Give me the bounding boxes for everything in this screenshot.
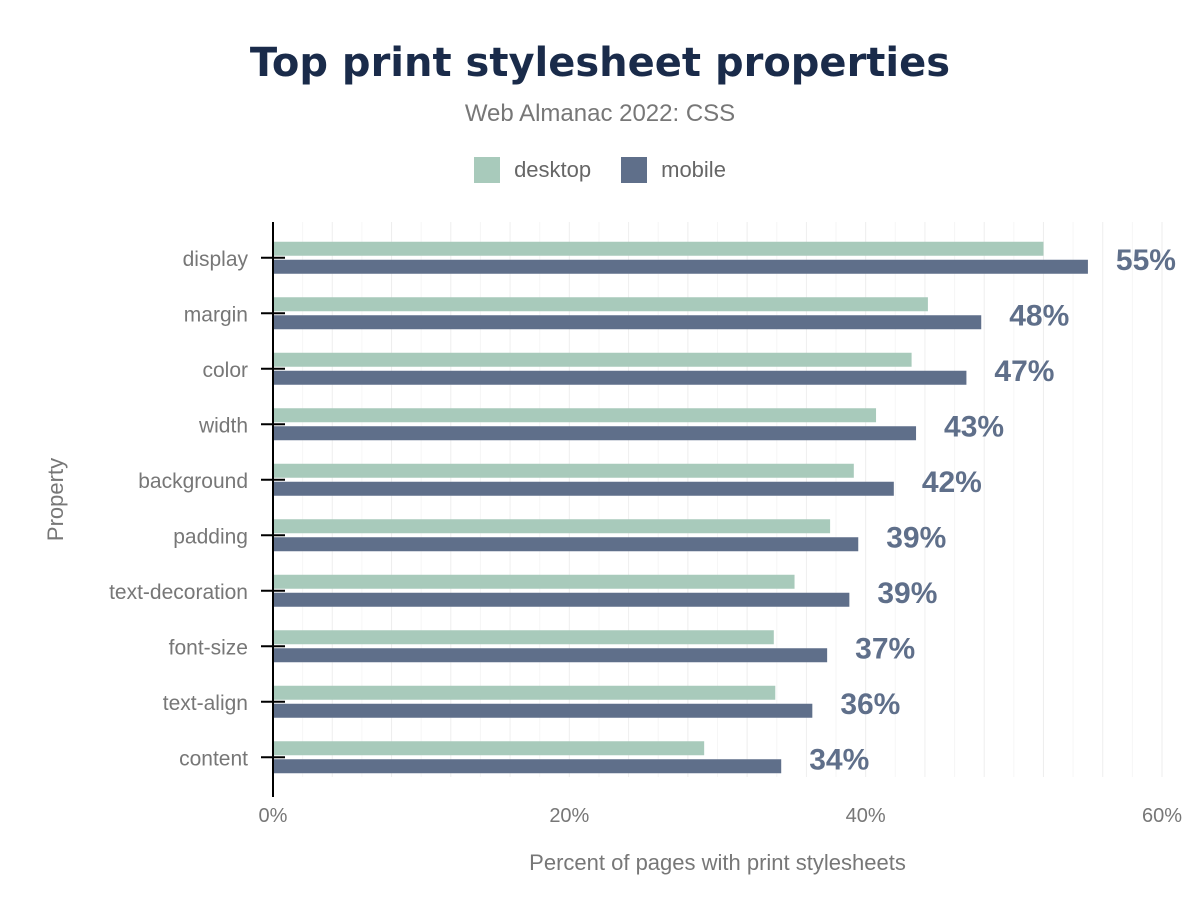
- bar-desktop: [273, 352, 912, 367]
- y-tick-label: content: [179, 747, 248, 770]
- bar-mobile: [273, 370, 967, 385]
- y-tick-label: background: [138, 470, 248, 493]
- legend-label-desktop: desktop: [514, 157, 592, 182]
- chart-title: Top print stylesheet properties: [249, 40, 951, 86]
- x-tick-label: 20%: [549, 805, 589, 827]
- y-tick-label: text-align: [163, 692, 248, 715]
- bar-mobile: [273, 759, 782, 774]
- y-tick-label: color: [202, 359, 248, 382]
- y-tick-label: margin: [184, 303, 248, 326]
- x-tick-label: 60%: [1142, 805, 1182, 827]
- legend-swatch-desktop: [474, 157, 501, 183]
- bar-mobile: [273, 315, 982, 330]
- bar-mobile: [273, 537, 859, 552]
- y-tick-label: display: [183, 248, 249, 271]
- legend-swatch-mobile: [621, 157, 648, 183]
- legend: desktop mobile: [0, 157, 1200, 183]
- bar-desktop: [273, 741, 705, 756]
- data-label: 36%: [840, 688, 900, 721]
- bar-desktop: [273, 630, 774, 645]
- bar-mobile: [273, 592, 850, 607]
- x-tick-label: 0%: [259, 805, 288, 827]
- y-tick-label: width: [198, 414, 248, 437]
- bar-desktop: [273, 297, 928, 312]
- bar-mobile: [273, 426, 917, 441]
- data-label: 39%: [877, 577, 937, 610]
- y-axis-label: Property: [43, 458, 68, 541]
- chart-subtitle: Web Almanac 2022: CSS: [464, 100, 736, 127]
- bar-desktop: [273, 408, 877, 423]
- y-tick-label: text-decoration: [109, 581, 248, 604]
- data-label: 42%: [922, 466, 982, 499]
- x-tick-label: 40%: [846, 805, 886, 827]
- data-label: 47%: [994, 355, 1054, 388]
- data-label: 55%: [1116, 244, 1176, 277]
- x-axis-label: Percent of pages with print stylesheets: [529, 850, 906, 875]
- data-label: 43%: [944, 410, 1004, 443]
- bar-desktop: [273, 463, 854, 478]
- data-label: 34%: [809, 743, 869, 776]
- legend-item-mobile[interactable]: mobile: [621, 157, 726, 183]
- legend-label-mobile: mobile: [661, 157, 726, 182]
- bar-mobile: [273, 648, 828, 663]
- data-label: 37%: [855, 632, 915, 665]
- bar-mobile: [273, 703, 813, 718]
- data-label: 39%: [886, 521, 946, 554]
- bar-desktop: [273, 685, 776, 700]
- bar-mobile: [273, 259, 1088, 274]
- bar-desktop: [273, 519, 831, 534]
- data-label: 48%: [1009, 299, 1069, 332]
- y-tick-label: font-size: [169, 636, 248, 659]
- bar-desktop: [273, 241, 1044, 256]
- bar-mobile: [273, 481, 894, 496]
- bar-desktop: [273, 574, 795, 589]
- legend-item-desktop[interactable]: desktop: [474, 157, 591, 183]
- y-tick-label: padding: [173, 525, 248, 548]
